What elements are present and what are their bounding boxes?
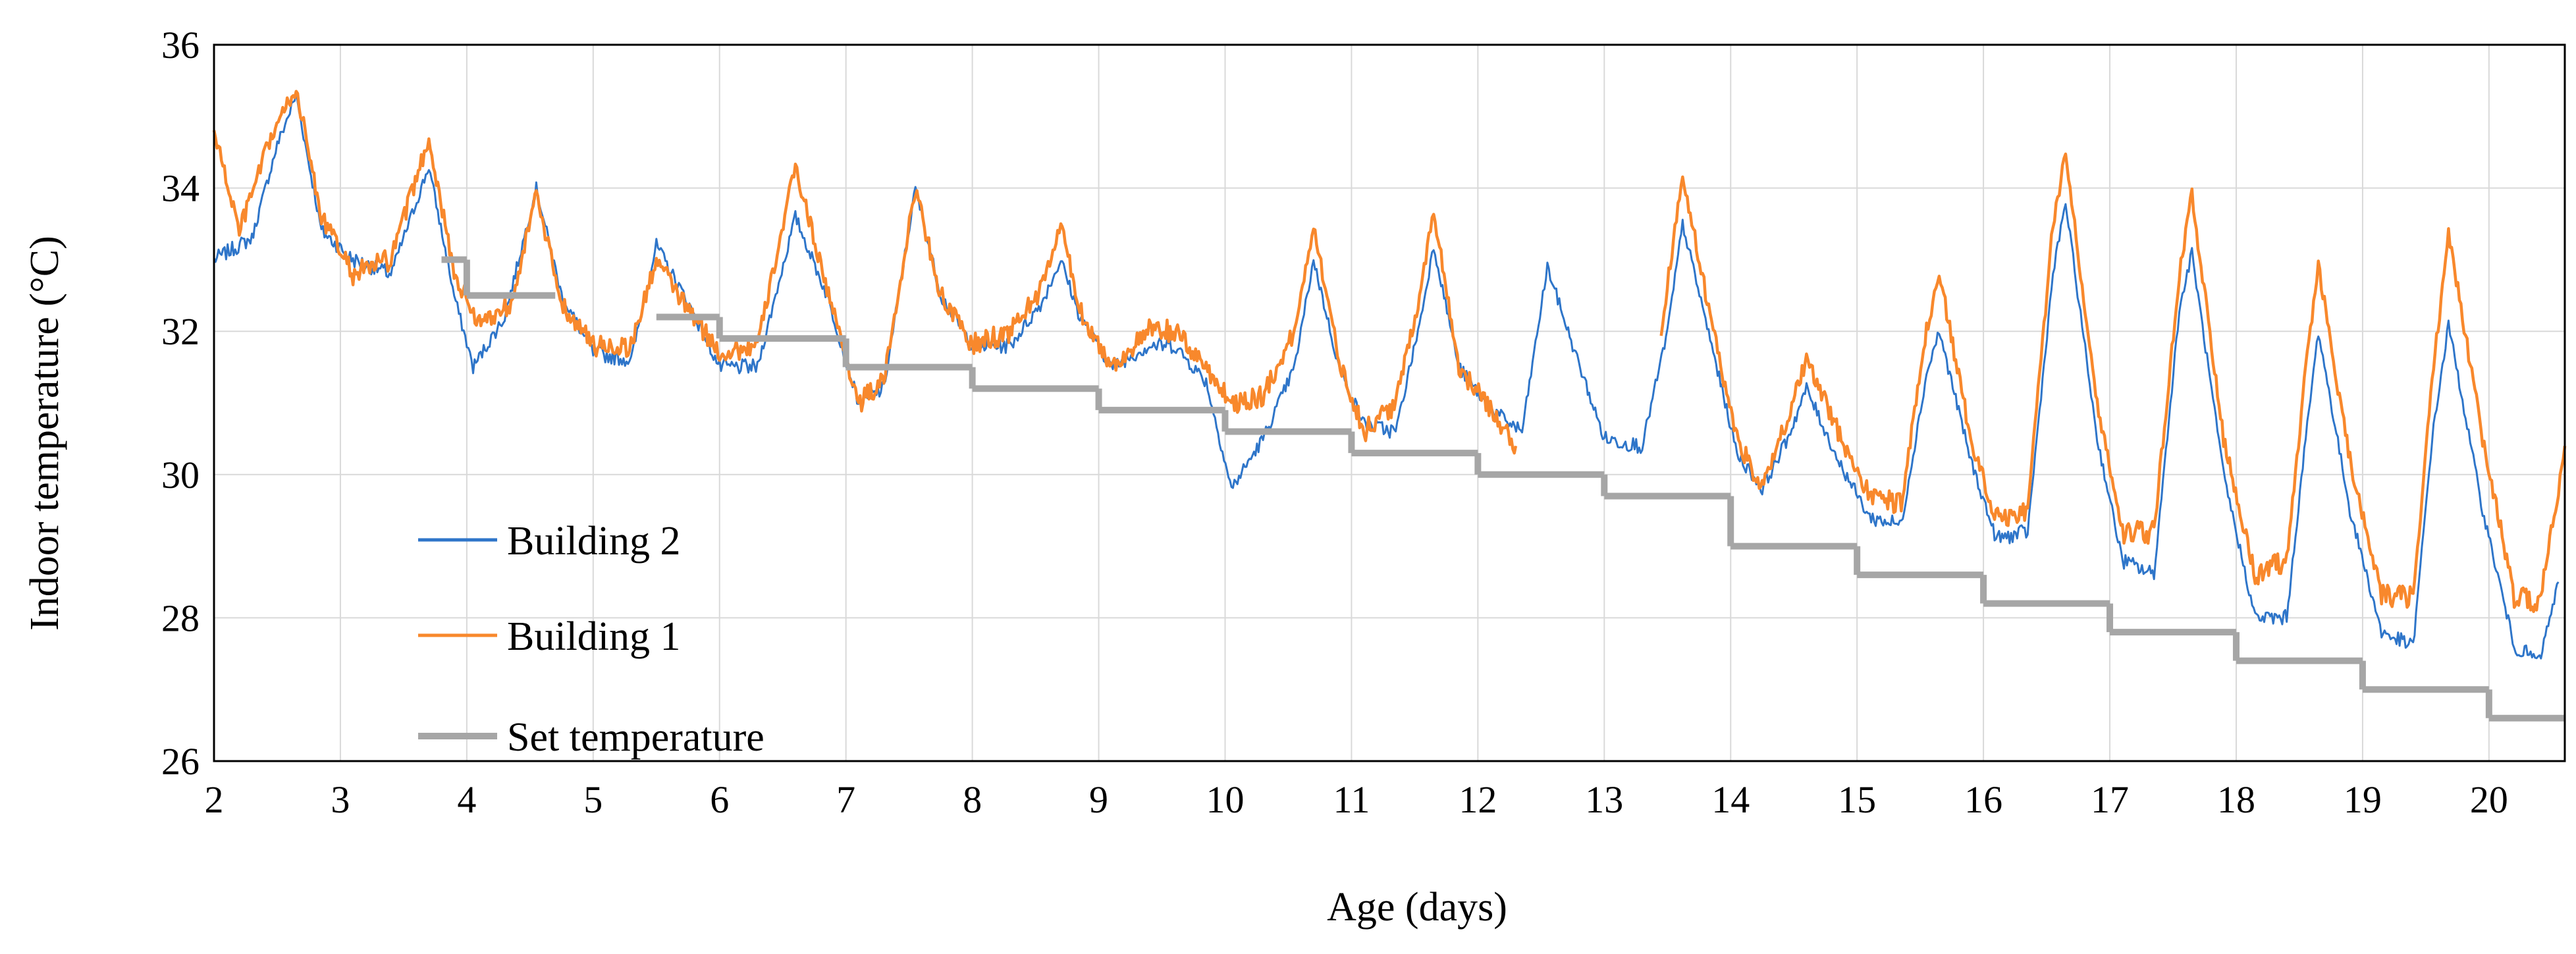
y-tick-label: 28 (161, 596, 200, 639)
x-tick-label: 16 (1964, 778, 2002, 821)
x-tick-label: 5 (583, 778, 603, 821)
y-tick-label: 26 (161, 740, 200, 783)
x-tick-label: 9 (1089, 778, 1108, 821)
series-lines (212, 90, 2567, 722)
x-tick-label: 8 (963, 778, 982, 821)
x-tick-label: 7 (836, 778, 855, 821)
x-tick-label: 20 (2470, 778, 2508, 821)
x-tick-label: 12 (1459, 778, 1497, 821)
x-tick-label: 13 (1585, 778, 1623, 821)
series-building-1 (1659, 152, 2567, 614)
x-axis-title: Age (days) (1327, 885, 1507, 930)
x-tick-label: 3 (331, 778, 350, 821)
plot-frame (213, 43, 2566, 762)
x-tick-label: 14 (1711, 778, 1750, 821)
y-tick-label: 30 (161, 454, 200, 496)
x-tick-label: 10 (1206, 778, 1244, 821)
x-tick-label: 4 (457, 778, 476, 821)
x-tick-label: 15 (1838, 778, 1876, 821)
legend-label-building-1: Building 1 (507, 614, 681, 659)
x-tick-label: 18 (2217, 778, 2255, 821)
x-tick-label: 19 (2344, 778, 2382, 821)
legend-label-set-temperature: Set temperature (507, 715, 765, 760)
y-tick-label: 36 (161, 24, 200, 66)
x-tick-label: 6 (710, 778, 729, 821)
series-building-1 (212, 90, 1518, 455)
y-tick-label: 32 (161, 310, 200, 353)
legend: Building 2 Building 1 Set temperature (418, 519, 765, 760)
x-tick-label: 11 (1333, 778, 1370, 821)
y-axis-title: Indoor temperature (°C) (22, 236, 67, 631)
legend-label-building-2: Building 2 (507, 519, 681, 564)
y-tick-label: 34 (161, 167, 200, 210)
x-tick-label: 2 (205, 778, 224, 821)
x-tick-label: 17 (2091, 778, 2129, 821)
tick-labels: 2 3 4 5 6 7 8 9 10 11 12 13 14 15 16 17 18 19 202628303234… (161, 24, 2508, 821)
series-building-2 (213, 92, 2560, 660)
